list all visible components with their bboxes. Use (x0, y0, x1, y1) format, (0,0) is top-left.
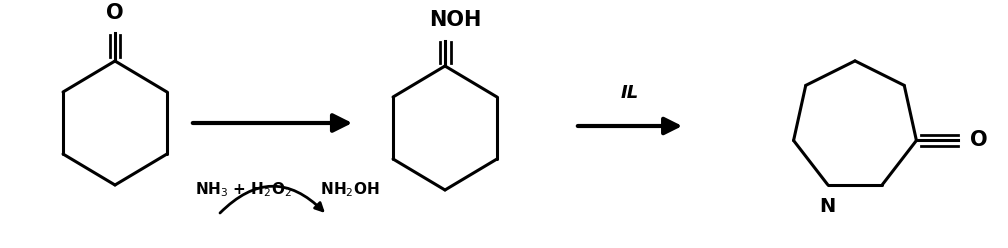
Text: O: O (970, 130, 987, 151)
Text: O: O (106, 3, 124, 23)
Text: NH$_2$OH: NH$_2$OH (310, 181, 379, 199)
Text: NH$_3$ + H$_2$O$_2$: NH$_3$ + H$_2$O$_2$ (195, 181, 292, 199)
Text: IL: IL (621, 84, 639, 102)
Text: NOH: NOH (428, 10, 481, 30)
Text: N: N (820, 197, 836, 216)
FancyArrowPatch shape (220, 186, 323, 213)
